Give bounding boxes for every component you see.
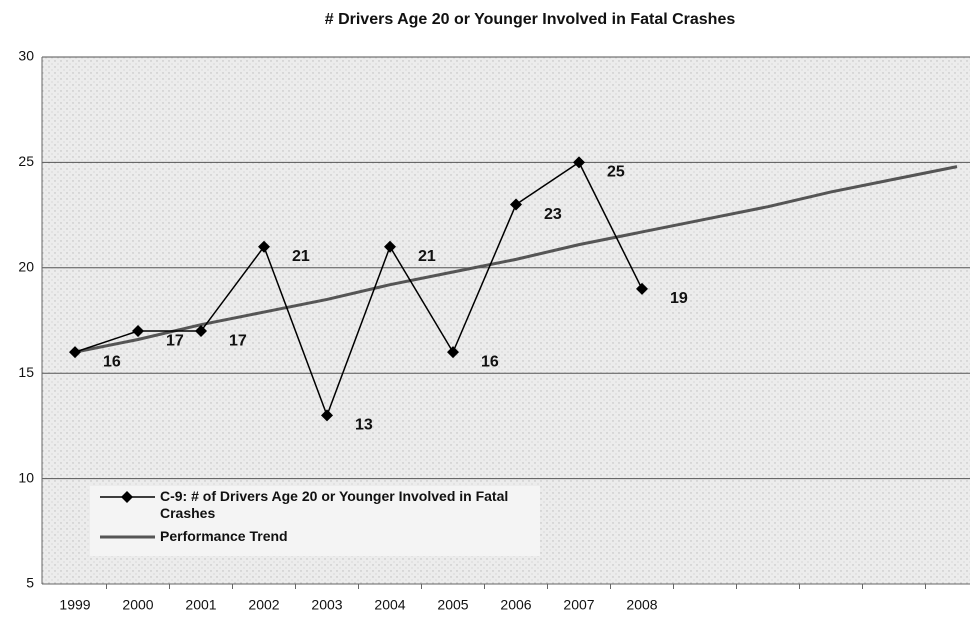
- x-tick-label: 2008: [626, 597, 657, 613]
- marker: [258, 240, 270, 253]
- data-label: 21: [418, 248, 436, 265]
- marker: [447, 346, 459, 359]
- legend-entry: Performance Trend: [160, 528, 288, 544]
- legend-marker: [121, 491, 133, 503]
- x-tick-label: 2002: [248, 597, 279, 613]
- x-tick-label: 2006: [500, 597, 531, 613]
- x-tick-label: 2000: [122, 597, 153, 613]
- x-tick-label: 2005: [437, 597, 468, 613]
- y-tick-label: 25: [18, 153, 34, 169]
- marker: [384, 240, 396, 253]
- x-tick-label: 2001: [185, 597, 216, 613]
- marker: [321, 409, 333, 422]
- marker: [636, 282, 648, 295]
- y-tick-label: 15: [18, 364, 34, 380]
- x-tick-label: 2007: [563, 597, 594, 613]
- legend: C-9: # of Drivers Age 20 or Younger Invo…: [90, 486, 540, 556]
- marker: [195, 325, 207, 338]
- data-label: 19: [670, 290, 688, 307]
- legend-label: C-9: # of Drivers Age 20 or Younger Invo…: [160, 488, 509, 521]
- y-tick-label: 5: [26, 575, 34, 591]
- legend-label: Performance Trend: [160, 528, 288, 544]
- x-tick-label: 1999: [59, 597, 90, 613]
- x-tick-label: 2003: [311, 597, 342, 613]
- trend-line: [74, 165, 958, 354]
- data-label: 23: [544, 206, 562, 223]
- data-line: [74, 161, 643, 418]
- data-label: 21: [292, 248, 310, 265]
- marker: [573, 156, 585, 169]
- chart-title: # Drivers Age 20 or Younger Involved in …: [325, 11, 736, 28]
- x-tick-label: 2004: [374, 597, 405, 613]
- data-label: 17: [229, 332, 247, 349]
- y-tick-label: 20: [18, 259, 34, 275]
- data-label: 16: [481, 353, 499, 370]
- data-label: 13: [355, 417, 373, 434]
- legend-box: [90, 486, 540, 556]
- y-tick-label: 30: [18, 48, 34, 64]
- y-tick-label: 10: [18, 469, 34, 485]
- data-label: 25: [607, 164, 625, 181]
- data-label: 16: [103, 353, 121, 370]
- marker: [510, 198, 522, 211]
- marker: [69, 346, 81, 359]
- marker: [132, 325, 144, 338]
- legend-entry: C-9: # of Drivers Age 20 or Younger Invo…: [160, 488, 509, 521]
- data-label: 17: [166, 332, 184, 349]
